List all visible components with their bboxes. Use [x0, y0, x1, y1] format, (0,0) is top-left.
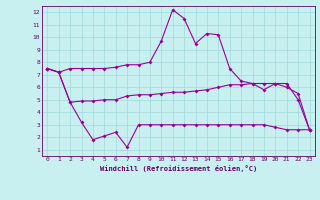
X-axis label: Windchill (Refroidissement éolien,°C): Windchill (Refroidissement éolien,°C): [100, 165, 257, 172]
